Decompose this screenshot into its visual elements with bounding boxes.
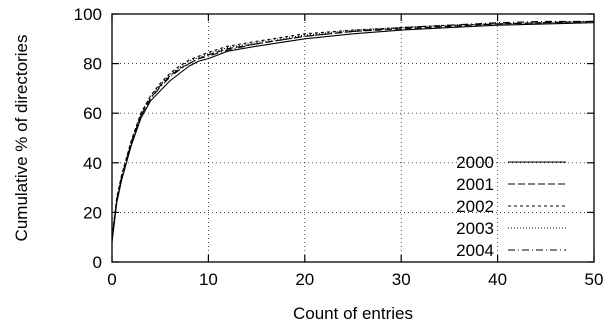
axis-ticks: [111, 13, 595, 263]
plot-frame: [111, 13, 595, 263]
series-line-2004: [111, 20, 594, 240]
series-line-2002: [111, 20, 595, 238]
x-tick-label: 50: [585, 270, 604, 289]
series-line-2001: [111, 20, 595, 240]
y-axis-label: Cumulative % of directories: [12, 35, 31, 242]
y-tick-label: 80: [83, 55, 102, 74]
y-tick-label: 20: [83, 203, 102, 222]
y-tick-label: 0: [93, 253, 102, 272]
legend-label-2000: 2000: [456, 153, 494, 172]
legend-label-2003: 2003: [456, 219, 494, 238]
series-line-2003: [111, 20, 595, 238]
x-tick-label: 40: [488, 270, 507, 289]
series-lines: [111, 20, 595, 243]
legend-label-2002: 2002: [456, 197, 494, 216]
tick-labels: 0 20 40 60 80 100 0 10 20 30 40 50: [74, 5, 604, 289]
legend-label-2004: 2004: [456, 241, 494, 260]
x-tick-label: 10: [199, 270, 218, 289]
x-tick-label: 0: [107, 270, 116, 289]
y-tick-label: 40: [83, 154, 102, 173]
legend: 2000 2001 2002 2003 2004: [456, 153, 566, 260]
y-tick-label: 100: [74, 5, 102, 24]
grid-lines: [112, 14, 594, 262]
x-tick-label: 30: [392, 270, 411, 289]
legend-label-2001: 2001: [456, 175, 494, 194]
y-tick-label: 60: [83, 104, 102, 123]
series-line-2000: [111, 22, 595, 243]
x-tick-label: 20: [295, 270, 314, 289]
x-axis-label: Count of entries: [293, 304, 413, 323]
